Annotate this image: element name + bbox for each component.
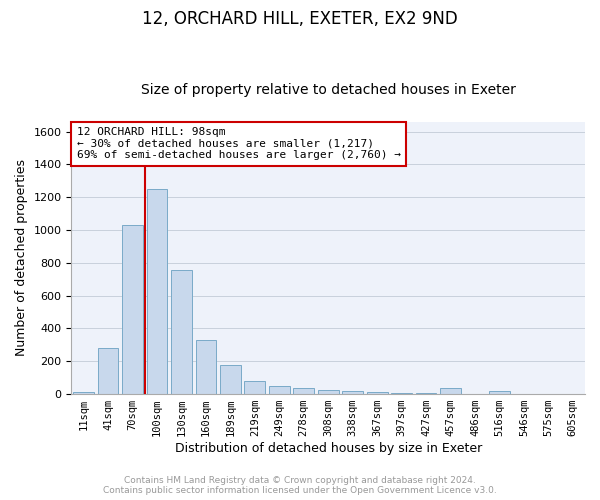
X-axis label: Distribution of detached houses by size in Exeter: Distribution of detached houses by size …: [175, 442, 482, 455]
Bar: [98, 348, 118, 394]
Bar: [440, 388, 461, 394]
Bar: [73, 392, 94, 394]
Bar: [293, 388, 314, 394]
Bar: [122, 225, 143, 394]
Bar: [367, 392, 388, 394]
Bar: [146, 190, 167, 394]
Bar: [391, 393, 412, 394]
Bar: [416, 393, 436, 394]
Bar: [220, 364, 241, 394]
Text: Contains HM Land Registry data © Crown copyright and database right 2024.
Contai: Contains HM Land Registry data © Crown c…: [103, 476, 497, 495]
Title: Size of property relative to detached houses in Exeter: Size of property relative to detached ho…: [141, 83, 515, 97]
Bar: [318, 390, 338, 394]
Bar: [171, 270, 192, 394]
Text: 12, ORCHARD HILL, EXETER, EX2 9ND: 12, ORCHARD HILL, EXETER, EX2 9ND: [142, 10, 458, 28]
Text: 12 ORCHARD HILL: 98sqm
← 30% of detached houses are smaller (1,217)
69% of semi-: 12 ORCHARD HILL: 98sqm ← 30% of detached…: [77, 127, 401, 160]
Bar: [244, 380, 265, 394]
Bar: [269, 386, 290, 394]
Bar: [489, 391, 510, 394]
Bar: [196, 340, 217, 394]
Bar: [342, 391, 363, 394]
Y-axis label: Number of detached properties: Number of detached properties: [15, 160, 28, 356]
